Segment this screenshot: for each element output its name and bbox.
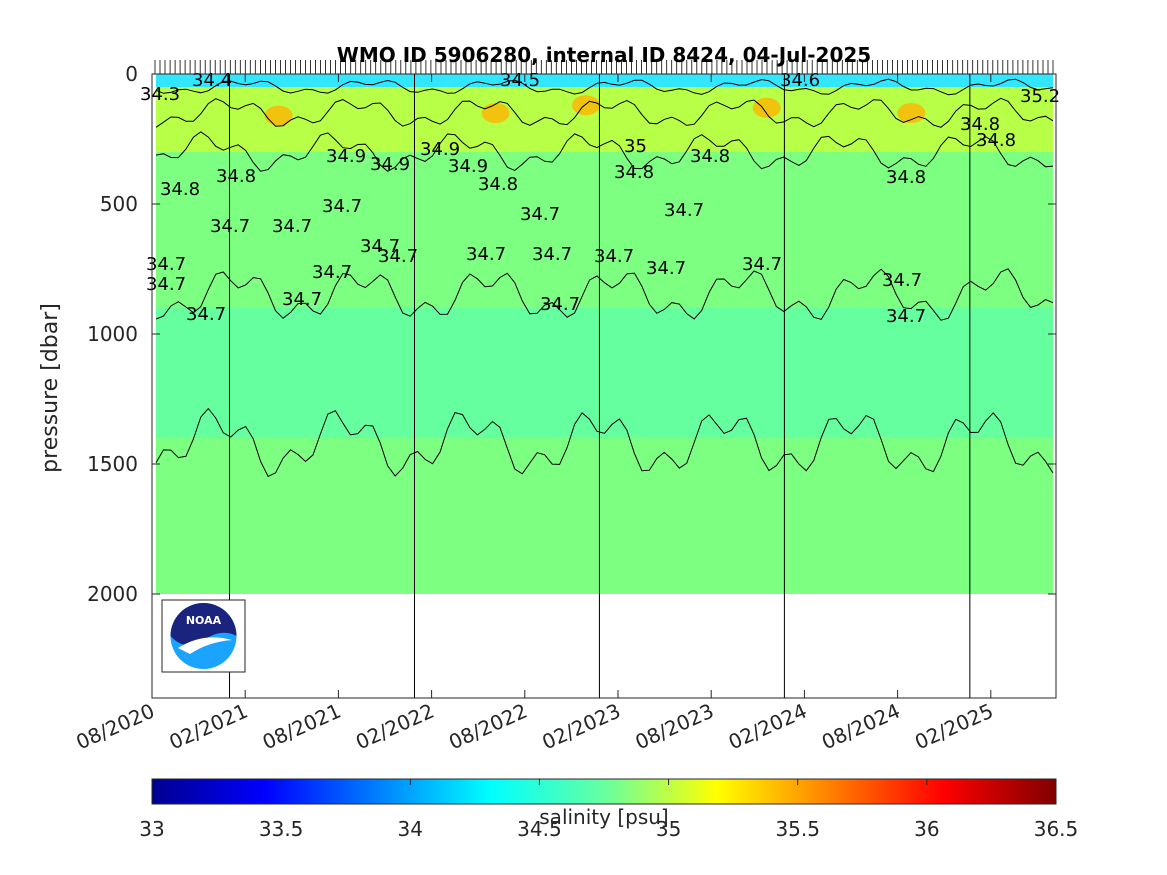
contour-label: 34.7	[360, 236, 400, 257]
colorbar-tick-label: 34.5	[517, 817, 562, 841]
y-tick-label: 1500	[87, 452, 138, 476]
warm-salinity-patch	[481, 103, 510, 123]
noaa-logo: NOAA	[161, 599, 246, 673]
no-data-region	[152, 594, 1056, 698]
y-tick-label: 1000	[87, 322, 138, 346]
contour-label: 34.7	[520, 204, 560, 225]
contour-label: 34.7	[466, 244, 506, 265]
salinity-layer	[156, 308, 1053, 438]
contour-label: 34.8	[886, 167, 926, 188]
contour-label: 34.8	[478, 174, 518, 195]
y-tick-label: 0	[125, 62, 138, 86]
contour-label: 34.7	[882, 270, 922, 291]
y-axis-label: pressure [dbar]	[38, 303, 63, 473]
salinity-layer	[156, 74, 1053, 87]
contour-label: 34.9	[420, 139, 460, 160]
contour-label: 34.7	[312, 262, 352, 283]
contour-line	[155, 78, 1054, 96]
contour-label: 34.7	[664, 200, 704, 221]
contour-line	[155, 407, 1054, 478]
contour-label: 34.9	[448, 156, 488, 177]
colorbar-tick-label: 35	[656, 817, 681, 841]
contour-labels: 34.7 34.734.734.734.734.734.734.734.734.7…	[140, 70, 1060, 327]
colorbar-label: salinity [psu]	[539, 805, 668, 829]
contour-label: 34.4	[192, 70, 232, 91]
y-tick-label: 500	[100, 192, 138, 216]
contour-label: 34.7	[322, 196, 362, 217]
contour-label: 34.7	[646, 258, 686, 279]
contour-label: 34.7	[886, 306, 926, 327]
y-tick-label: 2000	[87, 582, 138, 606]
contour-label: 34.7	[540, 294, 580, 315]
contour-label: 34.8	[960, 114, 1000, 135]
contour-label: 34.7	[742, 254, 782, 275]
contour-label: 35	[624, 136, 647, 157]
contour-label: 34.7	[272, 216, 312, 237]
warm-salinity-patch	[897, 103, 926, 123]
warm-salinity-patch	[752, 97, 781, 118]
contour-label: 35.2	[1020, 86, 1060, 107]
x-tick-label: 08/2022	[445, 699, 531, 755]
colorbar-tick-label: 36	[914, 817, 939, 841]
x-tick-label: 02/2023	[538, 699, 624, 755]
contour-label: 34.3	[140, 84, 180, 105]
x-tick-label: 08/2021	[259, 699, 345, 755]
logo-text: NOAA	[186, 614, 222, 627]
contour-label: 34.7	[146, 274, 186, 295]
salinity-field	[152, 74, 1056, 698]
colorbar-tick-label: 34	[398, 817, 423, 841]
contour-label: 34.5	[500, 70, 540, 91]
contour-line	[155, 97, 1054, 128]
contour-label: 34.7	[594, 246, 634, 267]
colorbar-tick-label: 33	[139, 817, 164, 841]
contour-label: 34.8	[216, 166, 256, 187]
contour-label: 34.8	[160, 179, 200, 200]
x-tick-label: 02/2022	[352, 699, 438, 755]
y-axis: 0 500 1000 1500 2000	[87, 62, 1056, 606]
chart-title: WMO ID 5906280, internal ID 8424, 04-Jul…	[337, 43, 871, 67]
colorbar-ticks: 33 33.5 34 34.5 35 35.5 36 36.5	[139, 779, 1078, 841]
salinity-layer	[156, 152, 1053, 308]
colorbar-gradient	[151, 778, 1057, 805]
contour-label: 34.7	[532, 244, 572, 265]
colorbar-tick-label: 33.5	[259, 817, 304, 841]
contour-label: 34.7	[186, 304, 226, 325]
contour-label: 34.7	[210, 216, 250, 237]
warm-salinity-patch	[264, 105, 293, 126]
contour-label: 34.7	[378, 246, 418, 267]
profile-ticks	[154, 60, 1054, 74]
year-dividers	[229, 74, 971, 698]
contour-line	[155, 268, 1054, 321]
x-tick-label: 08/2024	[818, 699, 904, 755]
salinity-layer	[156, 438, 1053, 594]
contour-label: 34.7	[282, 289, 322, 310]
colorbar: 33 33.5 34 34.5 35 35.5 36 36.5 salinity [psu]	[139, 778, 1078, 841]
colorbar-tick-label: 35.5	[775, 817, 820, 841]
colorbar-tick-label: 36.5	[1034, 817, 1079, 841]
contour-label: 34.6	[780, 70, 820, 91]
x-tick-label: 02/2021	[166, 699, 252, 755]
plot-frame	[151, 73, 1057, 699]
warm-salinity-patch	[571, 95, 600, 116]
x-tick-label: 08/2023	[632, 699, 718, 755]
x-tick-label: 02/2024	[725, 699, 811, 755]
x-tick-label: 08/2020	[72, 699, 158, 755]
contour-label: 34.8	[690, 146, 730, 167]
contour-label: 34.9	[326, 146, 366, 167]
contour-label: 34.7	[146, 254, 186, 275]
contour-label: 34.8	[614, 162, 654, 183]
x-tick-label: 02/2025	[911, 699, 997, 755]
contour-label: 34.9	[370, 154, 410, 175]
contour-label: 34.8	[976, 130, 1016, 151]
contour-line	[155, 131, 1054, 172]
